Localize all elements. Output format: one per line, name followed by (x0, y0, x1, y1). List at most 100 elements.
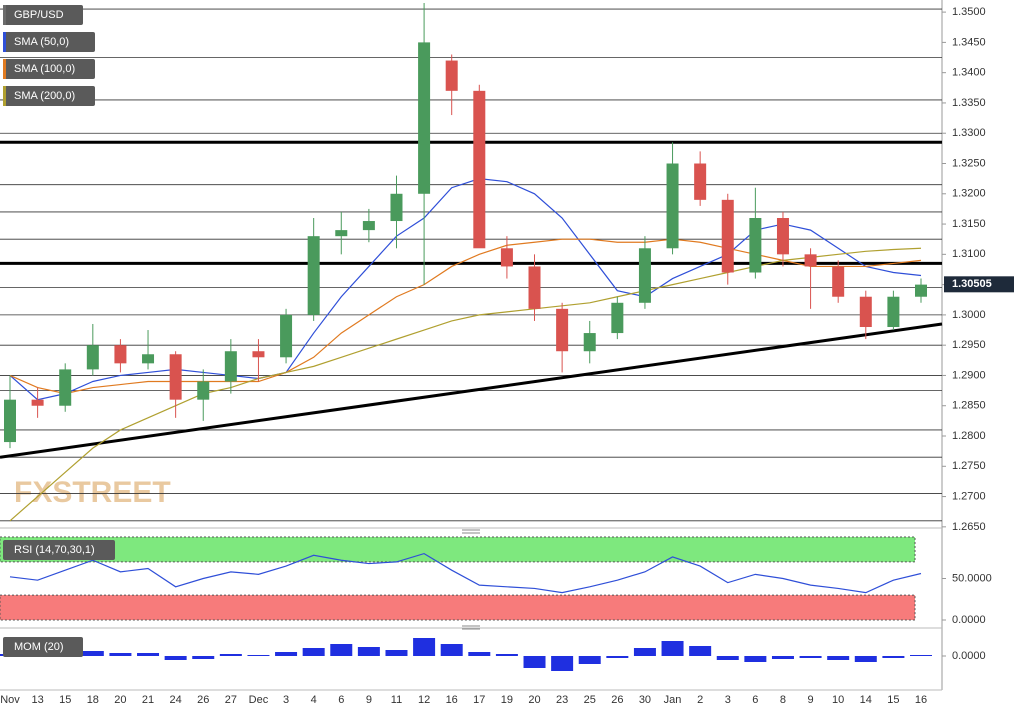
y-tick-label: 1.3450 (952, 36, 986, 48)
y-tick-label: 50.0000 (952, 572, 992, 584)
y-tick-label: 1.2950 (952, 339, 986, 351)
candle-body (114, 345, 127, 364)
x-tick-label: 26 (197, 694, 209, 706)
x-tick-label: Dec (249, 694, 269, 706)
candle-body (307, 236, 320, 315)
bar (551, 656, 574, 671)
y-tick-label: 1.3300 (952, 127, 986, 139)
x-tick-label: 13 (31, 694, 43, 706)
candle-body (280, 314, 293, 358)
legend-box (3, 5, 83, 25)
zone (0, 594, 916, 621)
legend-box (3, 637, 83, 657)
candle-body (583, 333, 596, 352)
candle-body (252, 351, 265, 358)
candle-body (528, 266, 541, 309)
candle-body (832, 266, 845, 297)
bar (744, 656, 767, 662)
bar (661, 641, 684, 656)
x-tick-label: 10 (832, 694, 844, 706)
legend-label: GBP/USD (14, 9, 64, 21)
y-tick-label: 1.2900 (952, 369, 986, 381)
candle-body (224, 351, 237, 382)
bar (275, 652, 298, 656)
x-tick-label: 17 (473, 694, 485, 706)
candle-body (59, 369, 72, 406)
indicator-line (9, 178, 922, 401)
legend-box (3, 86, 95, 106)
candle-body (142, 354, 155, 364)
candle-body (611, 302, 624, 334)
candle-body (887, 296, 900, 328)
y-tick-label: 1.3150 (952, 218, 986, 230)
watermark: FXSTREET (14, 476, 171, 509)
bar (109, 653, 132, 656)
y-tick-label: 1.3350 (952, 97, 986, 109)
bar (385, 650, 408, 656)
legend-swatch (3, 5, 6, 25)
y-tick-label: 1.2700 (952, 490, 986, 502)
x-tick-label: 20 (528, 694, 540, 706)
bar (330, 644, 353, 656)
legend-label: SMA (100,0) (14, 63, 75, 75)
candle-body (666, 163, 679, 249)
y-tick-label: 1.2750 (952, 460, 986, 472)
candle-body (335, 230, 348, 237)
bar (247, 655, 270, 656)
x-tick-label: 9 (808, 694, 814, 706)
x-tick-label: 30 (639, 694, 651, 706)
candle-body (500, 248, 513, 267)
x-tick-label: 19 (501, 694, 513, 706)
bar (357, 647, 380, 656)
legend-box (3, 59, 95, 79)
y-tick-label: 0.0000 (952, 650, 986, 662)
indicator-line (9, 552, 922, 594)
candle-body (638, 248, 651, 303)
x-tick-label: 24 (170, 694, 182, 706)
bar (827, 656, 850, 660)
x-tick-label: 23 (556, 694, 568, 706)
bar (882, 656, 905, 658)
candle-body (694, 163, 707, 200)
candle-body (31, 399, 44, 406)
x-tick-label: 27 (225, 694, 237, 706)
candle-body (804, 254, 817, 267)
bar (440, 644, 463, 656)
legend-swatch (3, 86, 6, 106)
bar (771, 656, 794, 659)
candle-body (473, 90, 486, 249)
candle-body (445, 60, 458, 91)
resize-handle[interactable] (462, 529, 480, 630)
bar (606, 656, 629, 658)
y-tick-label: 1.2850 (952, 400, 986, 412)
y-tick-label: 1.3500 (952, 6, 986, 18)
legend-label: RSI (14,70,30,1) (14, 544, 95, 556)
bar (716, 656, 739, 660)
y-tick-label: 0.0000 (952, 614, 986, 626)
y-tick-label: 1.3200 (952, 188, 986, 200)
x-tick-label: 9 (366, 694, 372, 706)
candle-body (197, 381, 210, 400)
bar (302, 648, 325, 656)
x-tick-label: 14 (860, 694, 872, 706)
x-tick-label: 6 (338, 694, 344, 706)
candle-body (4, 399, 16, 443)
x-tick-label: 4 (311, 694, 317, 706)
candle-body (86, 345, 99, 370)
legend-label: MOM (20) (14, 641, 64, 653)
bar (137, 653, 160, 656)
legend-label: SMA (50,0) (14, 36, 69, 48)
candle-body (556, 308, 569, 352)
zone (0, 536, 916, 563)
bar (578, 656, 601, 664)
y-tick-label: 1.3100 (952, 248, 986, 260)
bar (192, 656, 215, 659)
x-tick-label: 3 (283, 694, 289, 706)
bar (633, 648, 656, 656)
legend-box (3, 32, 95, 52)
candle-body (362, 221, 375, 231)
bar (799, 656, 822, 658)
candle-body (721, 199, 734, 273)
bar (854, 656, 877, 662)
